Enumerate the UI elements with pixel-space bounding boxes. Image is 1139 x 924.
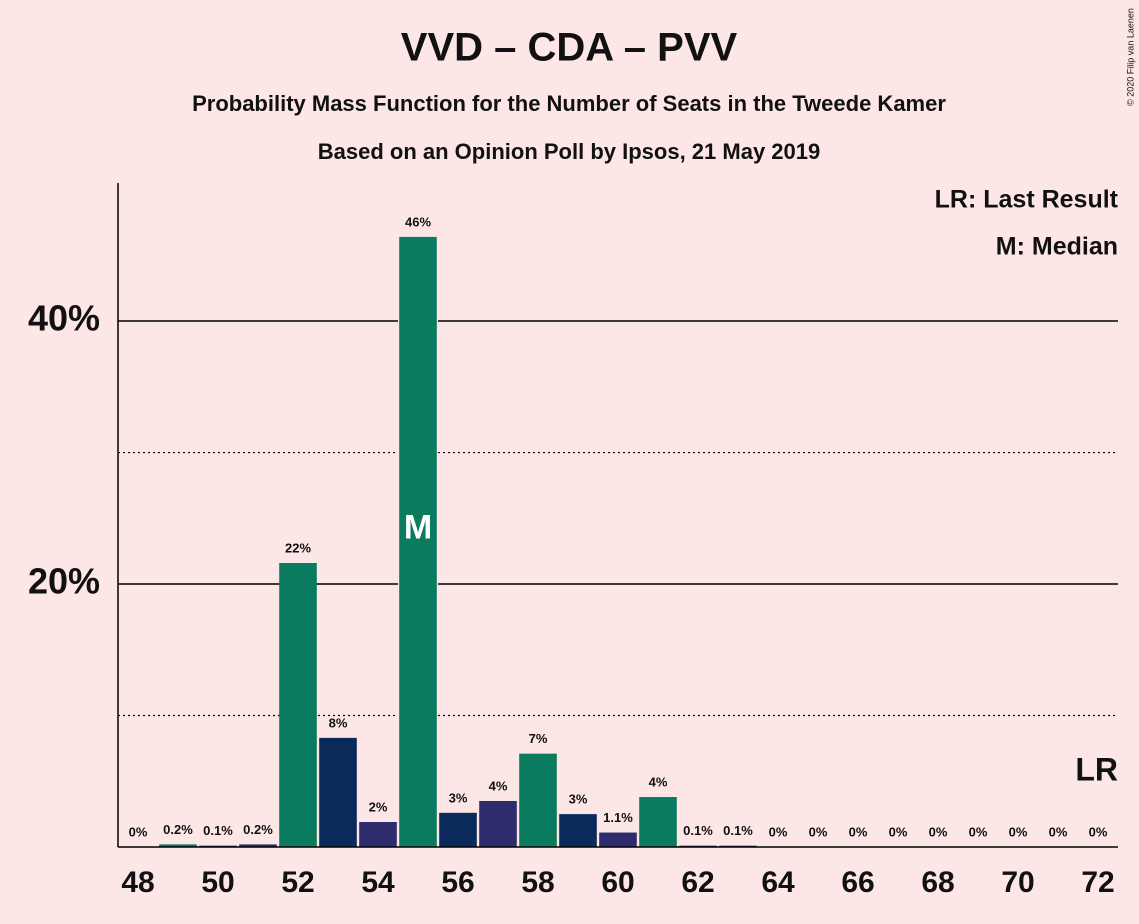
chart-title: VVD – CDA – PVV (401, 26, 738, 70)
median-marker: M (404, 509, 432, 547)
data-label: 0% (129, 824, 148, 839)
data-label: 0.2% (243, 822, 273, 837)
data-label: 0.1% (723, 823, 753, 838)
data-label: 46% (405, 214, 431, 229)
data-label: 0% (809, 824, 828, 839)
data-label: 0% (1089, 824, 1108, 839)
bar (559, 814, 597, 847)
chart-subtitle: Probability Mass Function for the Number… (192, 91, 946, 116)
x-tick-label: 56 (441, 866, 474, 899)
bar (279, 562, 317, 847)
x-tick-label: 48 (121, 866, 154, 899)
bar (519, 753, 557, 847)
legend-entry: M: Median (996, 233, 1118, 261)
bar (159, 844, 197, 847)
data-label: 0% (849, 824, 868, 839)
chart-subtitle: Based on an Opinion Poll by Ipsos, 21 Ma… (318, 139, 820, 164)
data-label: 3% (569, 792, 588, 807)
x-tick-label: 64 (761, 866, 795, 899)
data-label: 0.2% (163, 822, 193, 837)
y-tick-label: 40% (28, 298, 100, 339)
last-result-marker: LR (1075, 751, 1118, 787)
copyright: © 2020 Filip van Laenen (1125, 8, 1135, 106)
x-tick-label: 50 (201, 866, 234, 899)
y-tick-label: 20% (28, 561, 100, 602)
data-label: 22% (285, 540, 311, 555)
data-label: 0% (1049, 824, 1068, 839)
bar (399, 236, 437, 847)
bar (479, 800, 517, 847)
data-label: 3% (449, 790, 468, 805)
bar (359, 822, 397, 847)
bar (319, 737, 357, 847)
data-label: 0.1% (683, 823, 713, 838)
bar (599, 832, 637, 847)
data-label: 0% (889, 824, 908, 839)
data-label: 7% (529, 731, 548, 746)
bar (239, 844, 277, 847)
legend-entry: LR: Last Result (935, 186, 1119, 214)
x-tick-label: 70 (1001, 866, 1034, 899)
x-tick-label: 68 (921, 866, 954, 899)
x-tick-label: 62 (681, 866, 714, 899)
data-label: 2% (369, 799, 388, 814)
x-tick-label: 66 (841, 866, 874, 899)
data-label: 4% (489, 778, 508, 793)
x-tick-label: 52 (281, 866, 314, 899)
data-label: 1.1% (603, 810, 633, 825)
data-label: 0% (769, 824, 788, 839)
data-label: 0% (929, 824, 948, 839)
data-label: 4% (649, 774, 668, 789)
x-tick-label: 54 (361, 866, 395, 899)
bar (639, 797, 677, 847)
x-tick-label: 58 (521, 866, 554, 899)
data-label: 8% (329, 715, 348, 730)
data-label: 0% (1009, 824, 1028, 839)
data-label: 0.1% (203, 823, 233, 838)
x-tick-label: 60 (601, 866, 634, 899)
x-tick-label: 72 (1081, 866, 1114, 899)
data-label: 0% (969, 824, 988, 839)
bar (439, 812, 477, 847)
